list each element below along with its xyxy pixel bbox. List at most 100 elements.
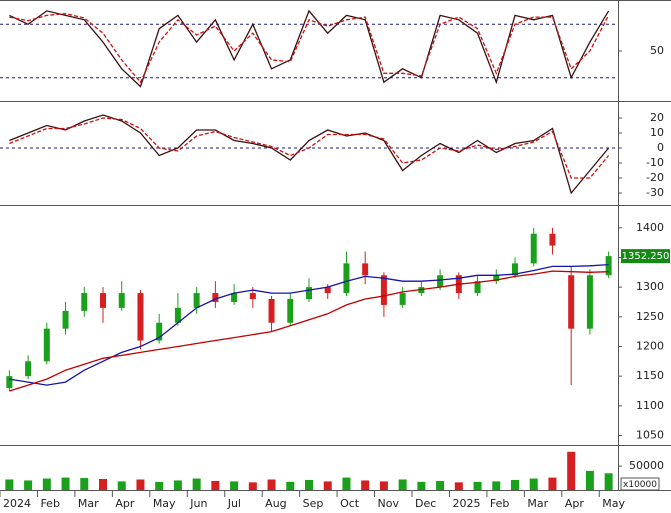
candle-body xyxy=(174,307,181,323)
x-tick-label: Mar xyxy=(78,497,99,510)
y-tick-label: -30 xyxy=(646,186,664,199)
x-tick-label: Nov xyxy=(378,497,400,510)
frame xyxy=(0,0,671,491)
candle-body xyxy=(137,293,144,341)
candle-body xyxy=(306,287,312,299)
candle-body xyxy=(437,275,444,288)
candle-body xyxy=(324,287,331,294)
y-tick-label: 20 xyxy=(650,111,664,124)
candle-body xyxy=(343,263,350,294)
candle-body xyxy=(6,376,13,389)
volume-bar xyxy=(323,481,332,490)
y-tick-label: 0 xyxy=(657,141,664,154)
x-tick-label: Feb xyxy=(40,497,59,510)
volume-bar xyxy=(585,470,594,490)
candle-body xyxy=(512,263,518,276)
candle-body xyxy=(118,293,125,308)
indicator-line xyxy=(9,9,610,88)
x-tick-label: Jun xyxy=(189,497,207,510)
volume-bar xyxy=(267,479,276,490)
candle-body xyxy=(380,275,387,305)
indicator-line xyxy=(9,12,610,84)
candle-body xyxy=(605,256,612,276)
candle-body xyxy=(193,293,200,308)
x-tick-label: 2024 xyxy=(3,497,31,510)
y-tick-label: -20 xyxy=(646,171,664,184)
y-tick-label: 10 xyxy=(650,126,664,139)
candle-body xyxy=(287,298,294,323)
candle-body xyxy=(474,281,481,294)
volume-bar xyxy=(192,478,201,490)
volume-bar xyxy=(248,482,257,490)
indicator-line xyxy=(9,114,610,195)
candle-body xyxy=(100,293,106,308)
volume-bar xyxy=(436,480,445,490)
x-tick-label: May xyxy=(153,497,176,510)
volume-bar xyxy=(155,481,164,490)
y-tick-label: 50 xyxy=(650,44,664,57)
x-tick-label: Dec xyxy=(415,497,436,510)
candle-body xyxy=(231,293,238,302)
volume-bar xyxy=(342,477,351,490)
candle-body xyxy=(530,233,537,264)
volume-bar xyxy=(548,477,557,490)
candle-body xyxy=(43,328,50,362)
y-tick-label: 1300 xyxy=(636,280,664,293)
x-tick-label: Feb xyxy=(490,497,509,510)
volume-bar xyxy=(361,480,370,490)
volume-bar xyxy=(511,479,519,490)
volume-bar xyxy=(604,473,613,490)
volume-bar xyxy=(492,481,501,490)
x-tick-label: Mar xyxy=(527,497,548,510)
y-tick-label: 1250 xyxy=(636,310,664,323)
unit-label: x10000 xyxy=(623,480,657,490)
moving-average xyxy=(9,270,609,392)
indicator-line xyxy=(9,117,610,179)
x-tick-label: Sep xyxy=(303,497,324,510)
volume-bar xyxy=(305,479,313,490)
candle-body xyxy=(268,298,275,323)
candle-body xyxy=(156,322,163,341)
x-tick-label: Aug xyxy=(265,497,286,510)
y-tick-label: 1050 xyxy=(636,429,664,442)
volume-bar xyxy=(211,480,220,490)
candle-body xyxy=(62,310,69,329)
volume-bar xyxy=(61,477,70,490)
y-tick-label: -10 xyxy=(646,156,664,169)
x-tick-label: May xyxy=(602,497,625,510)
x-tick-label: Apr xyxy=(115,497,135,510)
candle-body xyxy=(568,275,575,329)
candle-body xyxy=(399,293,406,305)
volume-bar xyxy=(230,481,239,490)
y-tick-label: 1400 xyxy=(636,221,664,234)
volume-bar xyxy=(454,482,463,490)
volume-bar xyxy=(80,478,89,490)
volume-bar xyxy=(99,479,107,490)
candle-body xyxy=(81,293,88,311)
volume-bar xyxy=(473,481,482,490)
candle-body xyxy=(586,275,593,329)
x-tick-label: 2025 xyxy=(452,497,480,510)
volume-bar xyxy=(173,480,182,490)
x-tick-label: Jul xyxy=(227,497,241,510)
last-price-label: 1352.250 xyxy=(622,251,670,262)
candle-body xyxy=(493,275,500,282)
volume-bar xyxy=(417,481,426,490)
candle-body xyxy=(249,293,256,299)
volume-bar xyxy=(286,481,295,490)
volume-bar xyxy=(24,480,33,490)
y-tick-label: 1100 xyxy=(636,399,664,412)
volume-bar xyxy=(5,479,14,490)
candle-body xyxy=(212,293,219,302)
y-tick-label: 1150 xyxy=(636,369,664,382)
volume-bar xyxy=(567,451,576,490)
candle-body xyxy=(362,263,369,276)
volume-bar xyxy=(398,479,407,490)
candle-body xyxy=(25,361,32,377)
moving-average xyxy=(9,263,609,386)
volume-bar xyxy=(117,481,126,490)
volume-bar xyxy=(42,478,51,490)
volume-bar xyxy=(136,479,145,490)
candle-body xyxy=(549,233,556,246)
